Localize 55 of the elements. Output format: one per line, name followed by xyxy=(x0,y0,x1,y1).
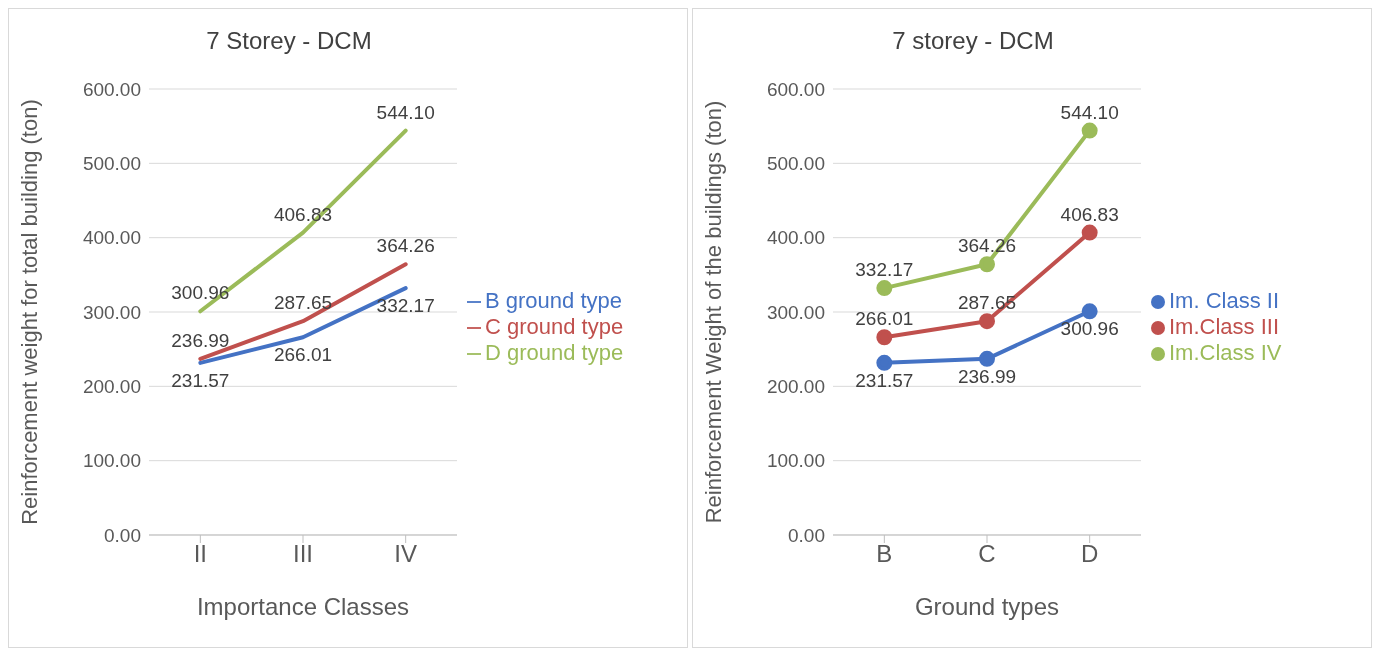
data-label: 266.01 xyxy=(273,344,333,366)
y-tick-label: 500.00 xyxy=(766,153,825,175)
point xyxy=(1081,224,1098,241)
data-label: 544.10 xyxy=(376,101,435,123)
legend-label: B ground type xyxy=(485,288,622,313)
x-tick-label: IV xyxy=(394,540,418,568)
legend-label: Im.Class IV xyxy=(1169,340,1282,365)
data-label: 332.17 xyxy=(855,259,914,281)
data-label: 231.57 xyxy=(171,369,230,391)
x-tick-label: III xyxy=(292,540,314,568)
legend-label: D ground type xyxy=(485,340,624,365)
point xyxy=(876,329,893,346)
x-tick-label: D xyxy=(1080,540,1099,568)
y-tick-label: 100.00 xyxy=(82,450,141,472)
legend-label: Im. Class II xyxy=(1169,288,1280,313)
x-axis-title: Importance Classes xyxy=(196,593,410,620)
y-axis-title: Reinforcement weight for total building (ton) xyxy=(16,99,42,525)
y-tick-label: 0.00 xyxy=(104,524,141,546)
chart-title: 7 Storey - DCM xyxy=(205,27,373,55)
x-tick-label: C xyxy=(978,540,996,568)
point xyxy=(1081,303,1098,320)
y-tick-label: 400.00 xyxy=(82,227,141,249)
y-tick-label: 600.00 xyxy=(766,78,825,100)
data-label: 287.65 xyxy=(273,292,333,314)
x-axis-title: Ground types xyxy=(914,593,1060,620)
legend-label: C ground type xyxy=(485,314,624,339)
data-label: 364.26 xyxy=(376,235,435,257)
point xyxy=(876,280,893,297)
y-tick-label: 600.00 xyxy=(82,78,141,100)
point xyxy=(876,354,893,371)
y-tick-label: 200.00 xyxy=(82,376,141,398)
y-tick-label: 400.00 xyxy=(766,227,825,249)
data-label: 236.99 xyxy=(957,365,1017,387)
point xyxy=(979,313,995,330)
y-tick-label: 500.00 xyxy=(82,153,141,175)
data-label: 236.99 xyxy=(171,329,230,351)
data-label: 266.01 xyxy=(855,308,914,330)
y-tick-label: 0.00 xyxy=(788,524,825,546)
y-axis-title: Reinforcement Weight of the buildings (ton) xyxy=(700,100,726,524)
legend-label: Im.Class III xyxy=(1169,314,1280,339)
x-tick-label: B xyxy=(876,540,893,568)
point xyxy=(979,350,995,367)
point xyxy=(1081,122,1098,139)
data-label: 332.17 xyxy=(376,295,435,317)
x-tick-label: II xyxy=(193,540,208,568)
y-tick-label: 100.00 xyxy=(766,450,825,472)
data-label: 300.96 xyxy=(1060,318,1119,340)
data-label: 231.57 xyxy=(855,369,914,391)
y-tick-label: 200.00 xyxy=(766,376,825,398)
data-label: 406.83 xyxy=(1060,203,1119,225)
data-label: 544.10 xyxy=(1060,101,1119,123)
point xyxy=(979,256,995,273)
chart-title: 7 storey - DCM xyxy=(891,27,1055,55)
y-tick-label: 300.00 xyxy=(766,301,825,323)
y-tick-label: 300.00 xyxy=(82,301,141,323)
